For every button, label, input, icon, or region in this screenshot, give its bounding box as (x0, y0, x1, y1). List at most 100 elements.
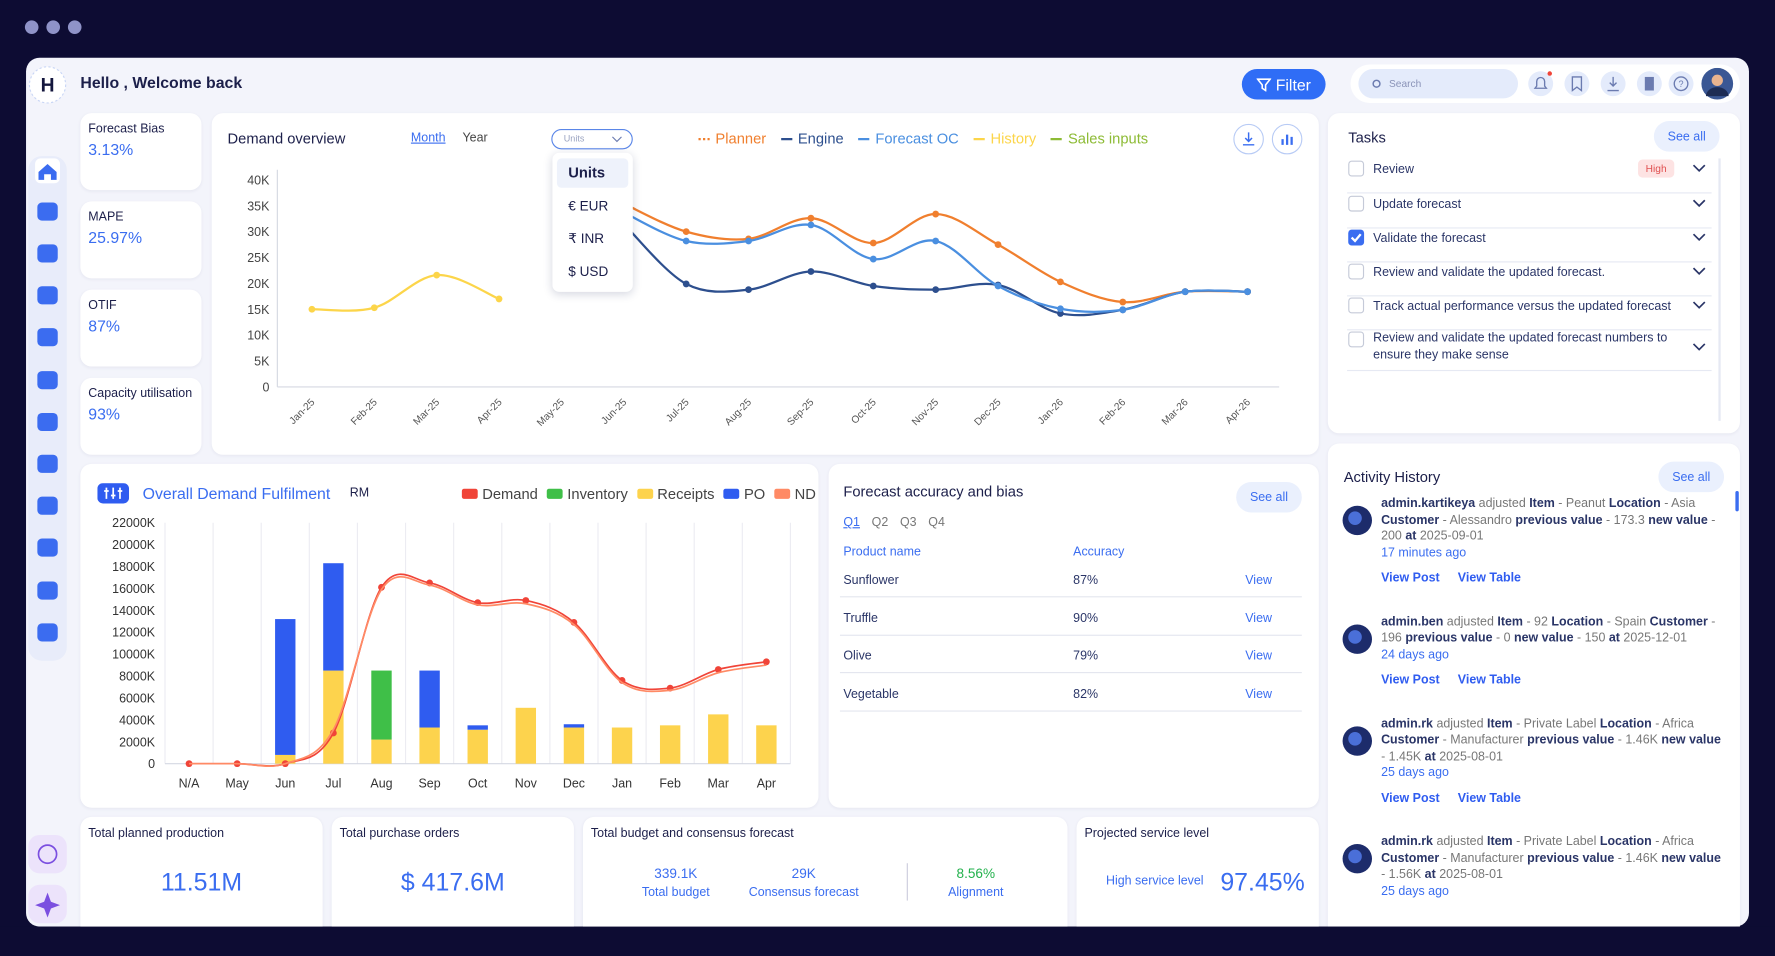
bar (275, 754, 296, 764)
kpi-value: 87% (88, 316, 121, 335)
row-divider (839, 710, 1302, 712)
task-row[interactable]: Track actual performance versus the upda… (1347, 296, 1712, 331)
tab[interactable]: Month (410, 131, 446, 145)
legend-swatch (636, 488, 653, 499)
accuracy-value: 82% (1073, 687, 1099, 702)
activity-key: previous value (1515, 513, 1603, 527)
bar (515, 707, 537, 764)
point (433, 271, 441, 279)
activity-detail: - Asia (1664, 496, 1696, 511)
unit-select[interactable]: Units (551, 128, 633, 150)
see-all[interactable]: See all (1658, 461, 1725, 493)
window-dot (24, 20, 39, 34)
activity-key: Customer (1381, 733, 1440, 747)
unit-option[interactable]: $ USD (568, 263, 609, 280)
kpi-card: Forecast Bias 3.13% (80, 113, 202, 191)
view-link[interactable]: View (1245, 573, 1273, 588)
x-tick-label: Jan (612, 776, 632, 790)
activity-link[interactable]: View Post (1381, 908, 1440, 909)
legend-label: Sales inputs (1067, 130, 1149, 148)
quarter-tab[interactable]: Q3 (899, 515, 917, 530)
point (1119, 298, 1127, 306)
bar (708, 714, 729, 764)
quarter-tab[interactable]: Q1 (843, 515, 860, 530)
activity-key: previous value (1527, 851, 1615, 865)
chart-actions[interactable] (1232, 123, 1307, 156)
see-all[interactable]: See all (1653, 121, 1720, 152)
view-link[interactable]: View (1245, 611, 1273, 626)
x-tick-label: Jul-25 (664, 397, 692, 425)
activity-link[interactable]: View Table (1458, 908, 1521, 909)
task-row[interactable]: Review and validate the updated forecast… (1347, 330, 1712, 372)
task-text: Review and validate the updated forecast… (1373, 331, 1668, 363)
task-text: Track actual performance versus the upda… (1373, 299, 1672, 314)
point (807, 221, 815, 229)
task-row[interactable]: Update forecast (1347, 195, 1712, 229)
task-row[interactable]: Review and validate the updated forecast… (1347, 262, 1712, 297)
point (1057, 305, 1064, 313)
bar (419, 727, 440, 764)
see-all[interactable]: See all (1236, 481, 1302, 513)
chevron-path (1692, 233, 1706, 242)
point (869, 282, 877, 290)
chevron (1692, 343, 1706, 351)
activity-key: admin.kartikeya (1381, 496, 1476, 511)
point (378, 583, 385, 591)
activity-detail: - Manufacturer (1442, 851, 1524, 865)
tasks-title: Tasks (1348, 128, 1386, 146)
point (994, 241, 1002, 248)
y-tick-label: 12000K (112, 626, 156, 640)
activity-link[interactable]: View Table (1457, 791, 1521, 805)
task-text: Review (1373, 162, 1414, 177)
point (869, 239, 877, 247)
bar (371, 739, 392, 764)
window-frame (0, 926, 1775, 956)
y-tick-label: 10K (247, 329, 270, 343)
activity-detail: - 150 (1576, 631, 1606, 645)
activity-link[interactable]: View Table (1457, 571, 1521, 585)
activity-link[interactable]: View Table (1457, 673, 1521, 687)
point (745, 286, 752, 294)
x-tick-label: Aug-25 (723, 397, 754, 428)
quarter-tab[interactable]: Q4 (928, 515, 945, 530)
view-link[interactable]: View (1245, 687, 1273, 702)
task-row[interactable]: Validate the forecast (1347, 229, 1712, 263)
unit-option[interactable]: Units (556, 158, 629, 188)
activity-key: new value (1661, 851, 1721, 865)
unit-option[interactable]: € EUR (568, 197, 609, 214)
task-row[interactable]: Review High (1347, 159, 1712, 194)
y-tick-label: 0 (262, 380, 269, 394)
column-header: Accuracy (1073, 545, 1125, 559)
activity-link[interactable]: View Post (1381, 673, 1440, 687)
point (308, 305, 316, 313)
activity-key: Customer (1649, 614, 1708, 629)
unit-select-value: Units (563, 133, 585, 144)
x-tick-label: Dec-25 (973, 397, 1004, 428)
chevron (612, 136, 622, 143)
avatar-glow (1348, 731, 1362, 746)
kpi-label: Forecast Bias (88, 122, 165, 136)
accuracy-value: 79% (1073, 649, 1099, 664)
unit-option[interactable]: ₹ INR (568, 230, 605, 247)
activity-detail: - Africa (1655, 716, 1694, 731)
x-tick-label: N/A (179, 776, 200, 790)
activity-key: Item (1529, 496, 1555, 511)
activity-detail: - Private Label (1516, 716, 1597, 731)
search-box[interactable]: Search (1358, 69, 1519, 99)
view-link[interactable]: View (1245, 649, 1273, 664)
point (932, 286, 940, 294)
activity-link[interactable]: View Post (1381, 791, 1440, 805)
tab[interactable]: Year (462, 131, 488, 145)
x-tick-label: Sep (419, 776, 441, 790)
fulfilment-chart: 0 2000K 4000K 6000K 8000K 10000K 12000K 14000K 1… (112, 516, 791, 790)
activity-text: admin.rk adjusted Item - Private Label L… (1381, 834, 1726, 883)
bar (323, 563, 344, 671)
stat-card: Total purchase orders $ 417.6M (331, 816, 574, 942)
quarter-tab[interactable]: Q2 (871, 515, 889, 530)
activity-link[interactable]: View Post (1381, 571, 1440, 585)
avatar-glow (1348, 511, 1362, 525)
y-tick-label: 16000K (112, 582, 156, 596)
filter-button[interactable]: Filter (1241, 69, 1326, 100)
checkbox (1348, 297, 1365, 314)
legend-swatch (774, 488, 791, 499)
